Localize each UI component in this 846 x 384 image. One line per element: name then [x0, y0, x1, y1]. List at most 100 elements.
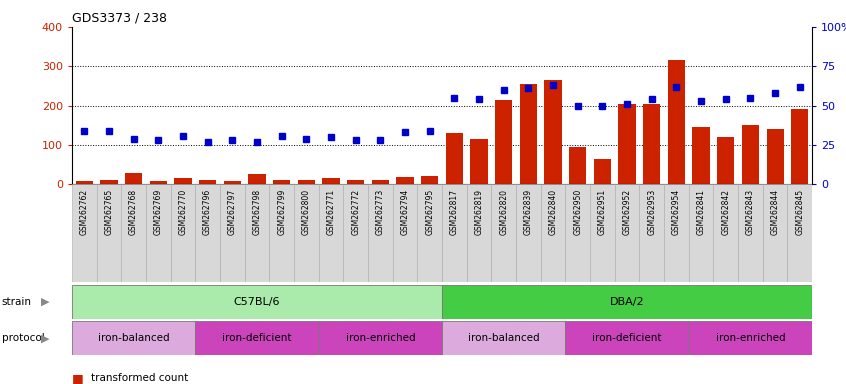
Bar: [368, 184, 393, 282]
Text: iron-deficient: iron-deficient: [222, 333, 292, 343]
Text: GSM262798: GSM262798: [252, 189, 261, 235]
Text: GSM262800: GSM262800: [302, 189, 310, 235]
Bar: [565, 184, 590, 282]
Bar: [689, 321, 812, 355]
Bar: [249, 174, 266, 184]
Text: GSM262773: GSM262773: [376, 189, 385, 235]
Bar: [195, 184, 220, 282]
Bar: [96, 184, 121, 282]
Bar: [689, 184, 713, 282]
Text: DBA/2: DBA/2: [610, 297, 645, 307]
Text: GSM262844: GSM262844: [771, 189, 780, 235]
Bar: [763, 184, 788, 282]
Text: GSM262820: GSM262820: [499, 189, 508, 235]
Bar: [667, 60, 685, 184]
Text: GSM262770: GSM262770: [179, 189, 188, 235]
Bar: [298, 180, 315, 184]
Bar: [294, 184, 319, 282]
Text: GSM262839: GSM262839: [524, 189, 533, 235]
Text: GSM262950: GSM262950: [574, 189, 582, 235]
Text: GSM262842: GSM262842: [722, 189, 730, 235]
Text: C57BL/6: C57BL/6: [233, 297, 280, 307]
Text: protocol: protocol: [2, 333, 45, 343]
Bar: [195, 321, 319, 355]
Bar: [273, 180, 290, 184]
Text: GSM262952: GSM262952: [623, 189, 632, 235]
Bar: [591, 184, 615, 282]
Text: strain: strain: [2, 297, 31, 307]
Text: GSM262794: GSM262794: [400, 189, 409, 235]
Bar: [541, 184, 565, 282]
Bar: [495, 100, 513, 184]
Bar: [640, 184, 664, 282]
Bar: [618, 104, 635, 184]
Bar: [492, 184, 516, 282]
Bar: [146, 184, 171, 282]
Bar: [319, 321, 442, 355]
Bar: [791, 109, 809, 184]
Text: GDS3373 / 238: GDS3373 / 238: [72, 12, 167, 25]
Text: iron-balanced: iron-balanced: [98, 333, 169, 343]
Bar: [742, 125, 759, 184]
Text: ■: ■: [72, 372, 84, 384]
Bar: [125, 172, 142, 184]
Bar: [150, 181, 167, 184]
Bar: [643, 104, 661, 184]
Text: GSM262769: GSM262769: [154, 189, 162, 235]
Text: GSM262772: GSM262772: [351, 189, 360, 235]
Bar: [693, 127, 710, 184]
Bar: [371, 180, 389, 184]
Bar: [442, 285, 812, 319]
Bar: [171, 184, 195, 282]
Text: GSM262951: GSM262951: [598, 189, 607, 235]
Bar: [713, 184, 738, 282]
Bar: [565, 321, 689, 355]
Bar: [319, 184, 343, 282]
Bar: [174, 179, 191, 184]
Text: GSM262768: GSM262768: [129, 189, 138, 235]
Bar: [421, 177, 438, 184]
Bar: [664, 184, 689, 282]
Text: GSM262795: GSM262795: [426, 189, 434, 235]
Bar: [343, 184, 368, 282]
Text: GSM262797: GSM262797: [228, 189, 237, 235]
Bar: [347, 180, 365, 184]
Bar: [101, 180, 118, 184]
Text: GSM262771: GSM262771: [327, 189, 336, 235]
Text: iron-deficient: iron-deficient: [592, 333, 662, 343]
Bar: [516, 184, 541, 282]
Text: GSM262762: GSM262762: [80, 189, 89, 235]
Bar: [717, 137, 734, 184]
Bar: [442, 184, 467, 282]
Text: GSM262843: GSM262843: [746, 189, 755, 235]
Bar: [72, 285, 442, 319]
Bar: [269, 184, 294, 282]
Text: GSM262845: GSM262845: [795, 189, 805, 235]
Bar: [594, 159, 611, 184]
Bar: [788, 184, 812, 282]
Bar: [417, 184, 442, 282]
Bar: [766, 129, 783, 184]
Bar: [244, 184, 269, 282]
Text: ▶: ▶: [41, 297, 49, 307]
Text: transformed count: transformed count: [91, 373, 188, 383]
Bar: [322, 179, 339, 184]
Bar: [393, 184, 417, 282]
Bar: [738, 184, 763, 282]
Text: iron-enriched: iron-enriched: [345, 333, 415, 343]
Text: GSM262817: GSM262817: [450, 189, 459, 235]
Text: GSM262796: GSM262796: [203, 189, 212, 235]
Text: ▶: ▶: [41, 333, 49, 343]
Text: GSM262765: GSM262765: [104, 189, 113, 235]
Text: GSM262841: GSM262841: [696, 189, 706, 235]
Bar: [121, 184, 146, 282]
Text: GSM262840: GSM262840: [548, 189, 558, 235]
Text: GSM262954: GSM262954: [672, 189, 681, 235]
Bar: [615, 184, 640, 282]
Bar: [519, 84, 537, 184]
Text: iron-balanced: iron-balanced: [468, 333, 540, 343]
Bar: [442, 321, 565, 355]
Text: iron-enriched: iron-enriched: [716, 333, 785, 343]
Bar: [467, 184, 492, 282]
Bar: [446, 133, 463, 184]
